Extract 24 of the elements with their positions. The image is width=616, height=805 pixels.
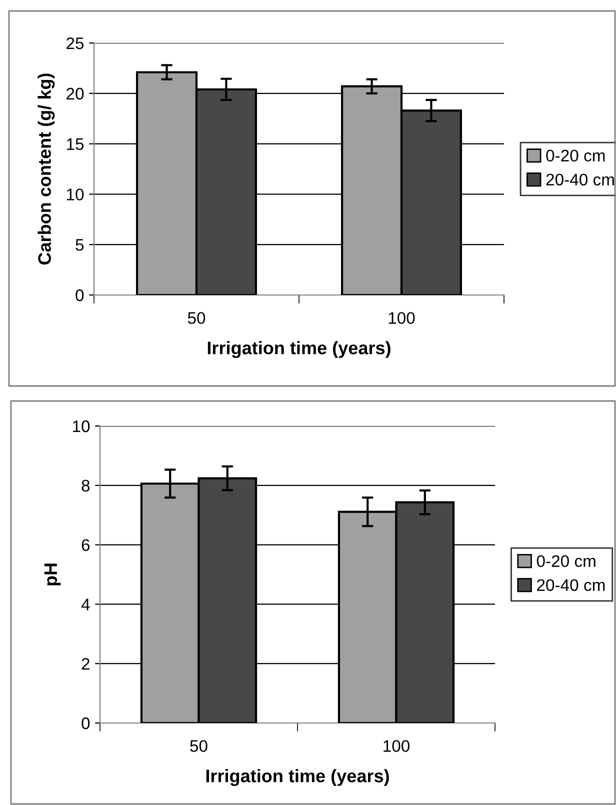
legend-label: 20-40 cm — [537, 579, 605, 591]
x-axis-title: Irrigation time (years) — [206, 769, 389, 786]
y-tick-label: 2 — [82, 658, 90, 670]
legend-label: 0-20 cm — [546, 150, 605, 162]
y-axis-title: Carbon content (g/ kg) — [38, 74, 55, 265]
y-tick-label: 20 — [66, 88, 84, 100]
y-tick-label: 10 — [73, 420, 90, 432]
y-tick-label: 25 — [66, 37, 84, 50]
y-tick-label: 15 — [67, 138, 84, 150]
legend-label: 0-20 cm — [536, 555, 596, 568]
y-tick-label: 6 — [82, 539, 90, 552]
y-tick-label: 4 — [81, 598, 90, 610]
legend-label: 20-40 cm — [546, 174, 614, 186]
y-tick-label: 5 — [76, 239, 84, 251]
x-axis-title: Irrigation time (years) — [208, 341, 390, 358]
x-tick-label: 50 — [188, 312, 206, 324]
x-tick-label: 50 — [190, 740, 208, 752]
y-axis-title: pH — [44, 564, 61, 586]
x-tick-label: 100 — [388, 312, 415, 324]
y-tick-label: 10 — [67, 188, 84, 200]
y-tick-label: 8 — [82, 480, 90, 492]
y-tick-label: 0 — [76, 289, 84, 302]
x-tick-label: 100 — [384, 740, 410, 752]
y-tick-label: 0 — [82, 717, 90, 730]
